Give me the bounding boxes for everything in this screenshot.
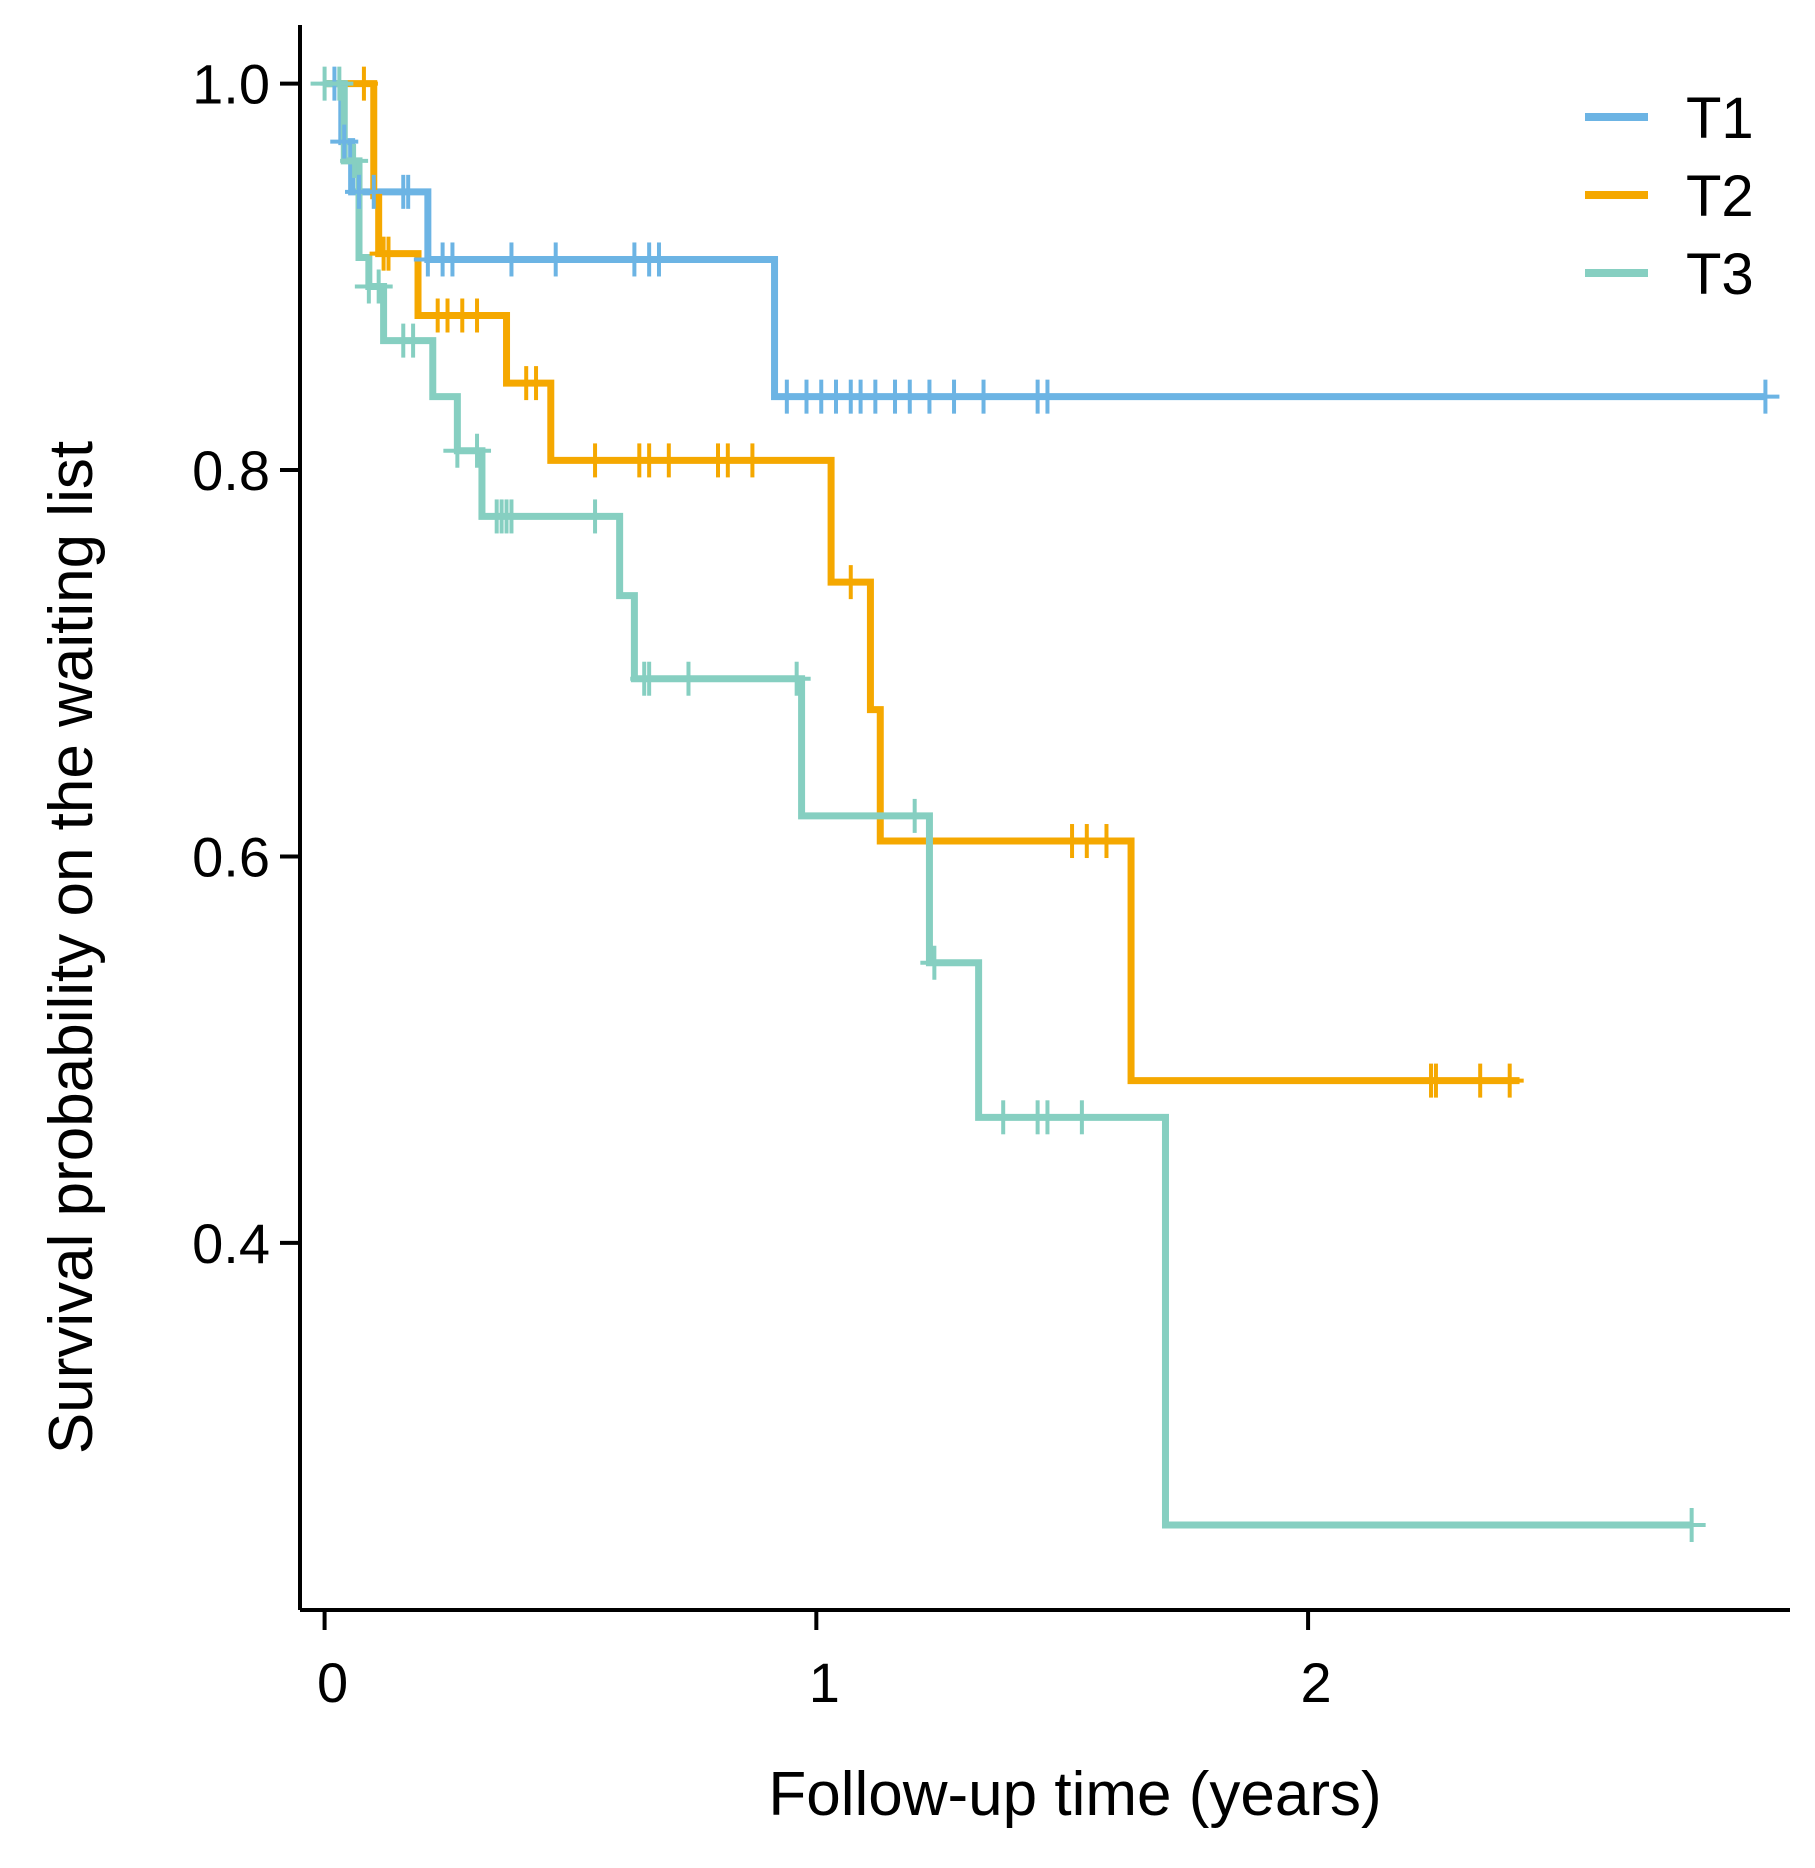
series-line-t2 <box>324 80 1520 1085</box>
y-axis-ticks: 0.4 0.6 0.8 1.0 <box>192 53 300 1275</box>
legend-label-t3: T3 <box>1686 242 1754 307</box>
x-axis-title: Follow-up time (years) <box>768 1760 1381 1829</box>
y-tick-label: 0.6 <box>192 825 270 888</box>
legend-label-t1: T1 <box>1686 86 1754 151</box>
series-line-t3 <box>324 80 1692 1529</box>
censor-marks <box>310 66 1780 1542</box>
y-tick-label: 1.0 <box>192 53 270 116</box>
x-tick-label: 1 <box>809 1651 840 1714</box>
series-lines <box>324 80 1766 1529</box>
x-tick-label: 0 <box>317 1651 348 1714</box>
y-tick-label: 0.8 <box>192 439 270 502</box>
x-axis-ticks: 0 1 2 <box>317 1610 1332 1714</box>
series-line-t1 <box>324 80 1766 401</box>
y-tick-label: 0.4 <box>192 1212 270 1275</box>
legend-label-t2: T2 <box>1686 164 1754 229</box>
legend: T1 T2 T3 <box>1585 86 1754 307</box>
x-tick-label: 2 <box>1301 1651 1332 1714</box>
y-axis-title: Survival probability on the waiting list <box>37 441 106 1454</box>
